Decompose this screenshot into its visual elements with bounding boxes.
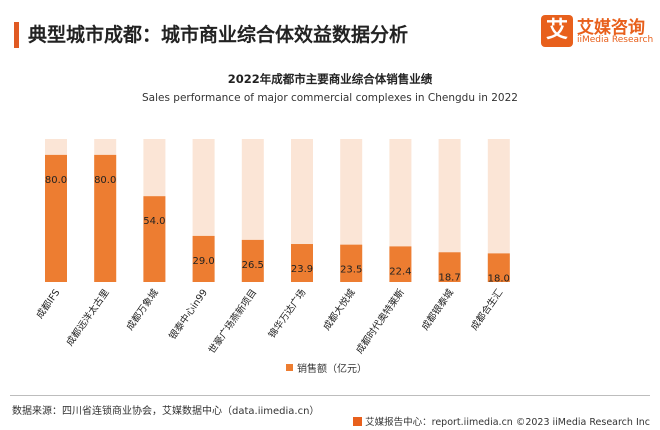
chart-subtitle: Sales performance of major commercial co… [142,92,518,104]
bar [389,246,412,282]
bar-value-label: 18.0 [488,273,510,284]
bar [487,253,510,282]
bar [340,244,363,282]
brand-logo: 艾 艾媒咨询 iiMedia Research [541,14,654,50]
bar-value-label: 22.4 [389,266,411,277]
legend-swatch [286,364,293,371]
category-label: 锦华万达广场 [266,287,309,341]
category-label: 成都大悦城 [321,286,358,332]
bar [94,154,117,282]
bar [438,252,461,282]
category-label: 成都银泰城 [419,286,456,332]
bar-value-label: 18.7 [438,272,460,283]
bar [192,235,215,282]
category-label: 成都时代奥特莱斯 [353,286,407,356]
bar-value-label: 80.0 [94,175,116,186]
footer-divider [10,395,650,396]
bar-background [389,139,412,282]
logo-name-en: iiMedia Research [577,35,654,45]
data-source-note: 数据来源：四川省连锁商业协会，艾媒数据中心（data.iimedia.cn） [12,406,320,417]
page-title: 典型城市成都：城市商业综合体效益数据分析 [28,24,409,46]
legend-label: 销售额（亿元） [297,364,367,375]
bar-value-label: 80.0 [45,175,67,186]
bar-value-label: 54.0 [143,216,165,227]
category-label: 银泰中心in99 [167,287,211,342]
report-center-icon [353,417,363,426]
category-label: 成都远洋太古里 [64,287,112,348]
bar-value-label: 23.9 [291,264,313,275]
bar-value-label: 23.5 [340,265,362,276]
logo-mark-icon: 艾 [541,15,573,47]
footer-copyright: 艾媒报告中心：report.iimedia.cn ©2023 iiMedia R… [353,414,650,428]
category-label: 世豪广场燕新项目 [206,287,259,356]
bar [241,239,264,282]
bar [143,196,166,282]
bar-background [487,139,510,282]
category-label: 成都合生汇 [468,286,505,332]
bar-value-label: 26.5 [242,260,264,271]
category-label: 成都万象城 [124,286,161,332]
chart-title: 2022年成都市主要商业综合体销售业绩 [227,72,433,86]
bar [45,154,67,282]
title-accent-bar [14,22,19,48]
footer-copyright-text: 艾媒报告中心：report.iimedia.cn ©2023 iiMedia R… [365,417,650,428]
bar [291,244,313,282]
category-label: 成都IFS [34,287,63,321]
logo-name-cn: 艾媒咨询 [577,18,645,38]
bar-value-label: 29.0 [192,256,214,267]
bar-background [438,139,461,282]
